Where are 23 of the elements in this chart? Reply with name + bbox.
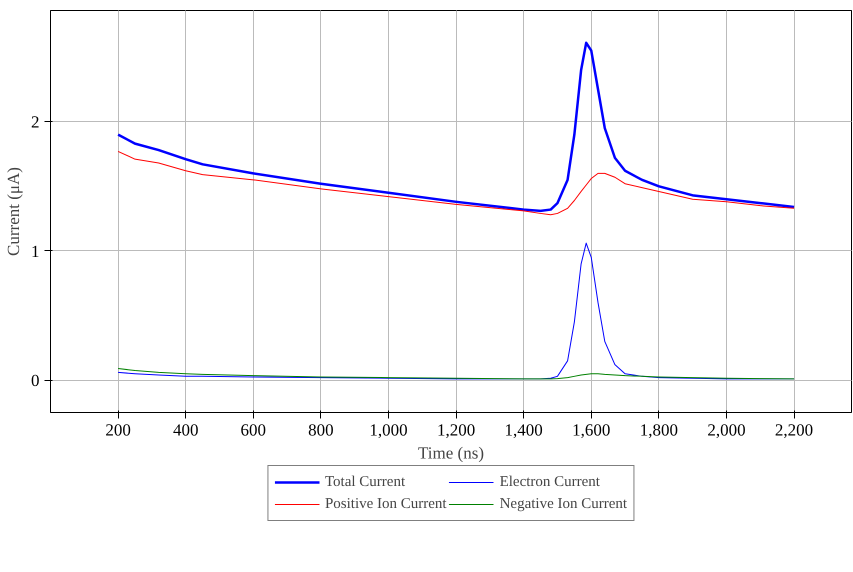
- line-series: [118, 368, 795, 380]
- y-tick-label: 2: [31, 112, 40, 132]
- x-tick-label: 1,600: [572, 420, 610, 440]
- x-tick-label: 2,000: [707, 420, 746, 440]
- x-tick-label: 1,000: [369, 420, 408, 440]
- x-tick-label: 800: [308, 420, 334, 440]
- x-axis-title: Time (ns): [418, 444, 484, 462]
- y-axis-title: Current (μA): [4, 167, 23, 256]
- y-tick-label: 0: [31, 371, 40, 390]
- legend-label: Negative Ion Current: [500, 496, 628, 512]
- legend-label: Total Current: [324, 474, 406, 490]
- x-tick-label: 2,200: [774, 420, 814, 440]
- x-tick-label: 1,200: [436, 420, 476, 440]
- line-series: [116, 42, 796, 212]
- x-tick-label: 200: [105, 420, 131, 440]
- line-series: [118, 150, 795, 216]
- y-tick-label: 1: [31, 242, 40, 261]
- x-tick-label: 400: [172, 420, 198, 440]
- x-tick-label: 1,800: [640, 420, 678, 440]
- x-tick-label: 600: [240, 420, 266, 440]
- legend-label: Electron Current: [500, 474, 600, 490]
- x-tick-label: 1,400: [504, 420, 543, 440]
- legend-label: Positive Ion Current: [324, 496, 447, 512]
